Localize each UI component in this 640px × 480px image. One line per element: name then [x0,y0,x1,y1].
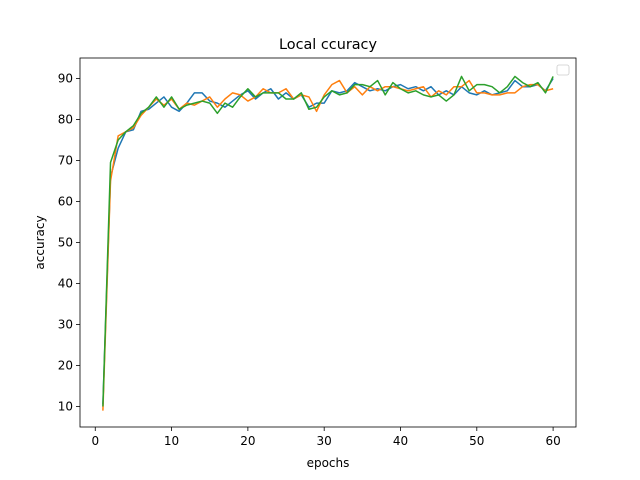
x-tick-label: 60 [545,434,560,448]
x-axis-ticks: 0 10 20 30 40 50 60 [91,427,561,448]
x-tick-label: 40 [393,434,408,448]
y-tick-label: 70 [58,154,73,168]
plot-frame [79,57,577,428]
x-tick-label: 0 [91,434,99,448]
y-tick-label: 50 [58,236,73,250]
y-tick-label: 60 [58,195,73,209]
x-axis-label: epochs [307,456,350,470]
y-axis-label: accuracy [33,215,47,269]
chart-title: Local ccuracy [279,37,377,53]
x-tick-label: 10 [164,434,179,448]
y-tick-label: 40 [58,277,73,291]
plot-area [80,58,576,427]
series-line-1 [102,78,554,405]
y-tick-label: 90 [58,72,73,86]
y-axis-ticks: 10 20 30 40 50 60 70 80 90 [58,72,80,414]
y-tick-label: 80 [58,113,73,127]
series-line-3 [102,75,554,407]
y-tick-label: 10 [58,400,73,414]
y-tick-label: 20 [58,359,73,373]
y-tick-label: 30 [58,318,73,332]
x-tick-label: 20 [240,434,255,448]
legend-box [556,64,570,76]
x-tick-label: 30 [317,434,332,448]
series-layer [102,75,554,411]
x-tick-label: 50 [469,434,484,448]
